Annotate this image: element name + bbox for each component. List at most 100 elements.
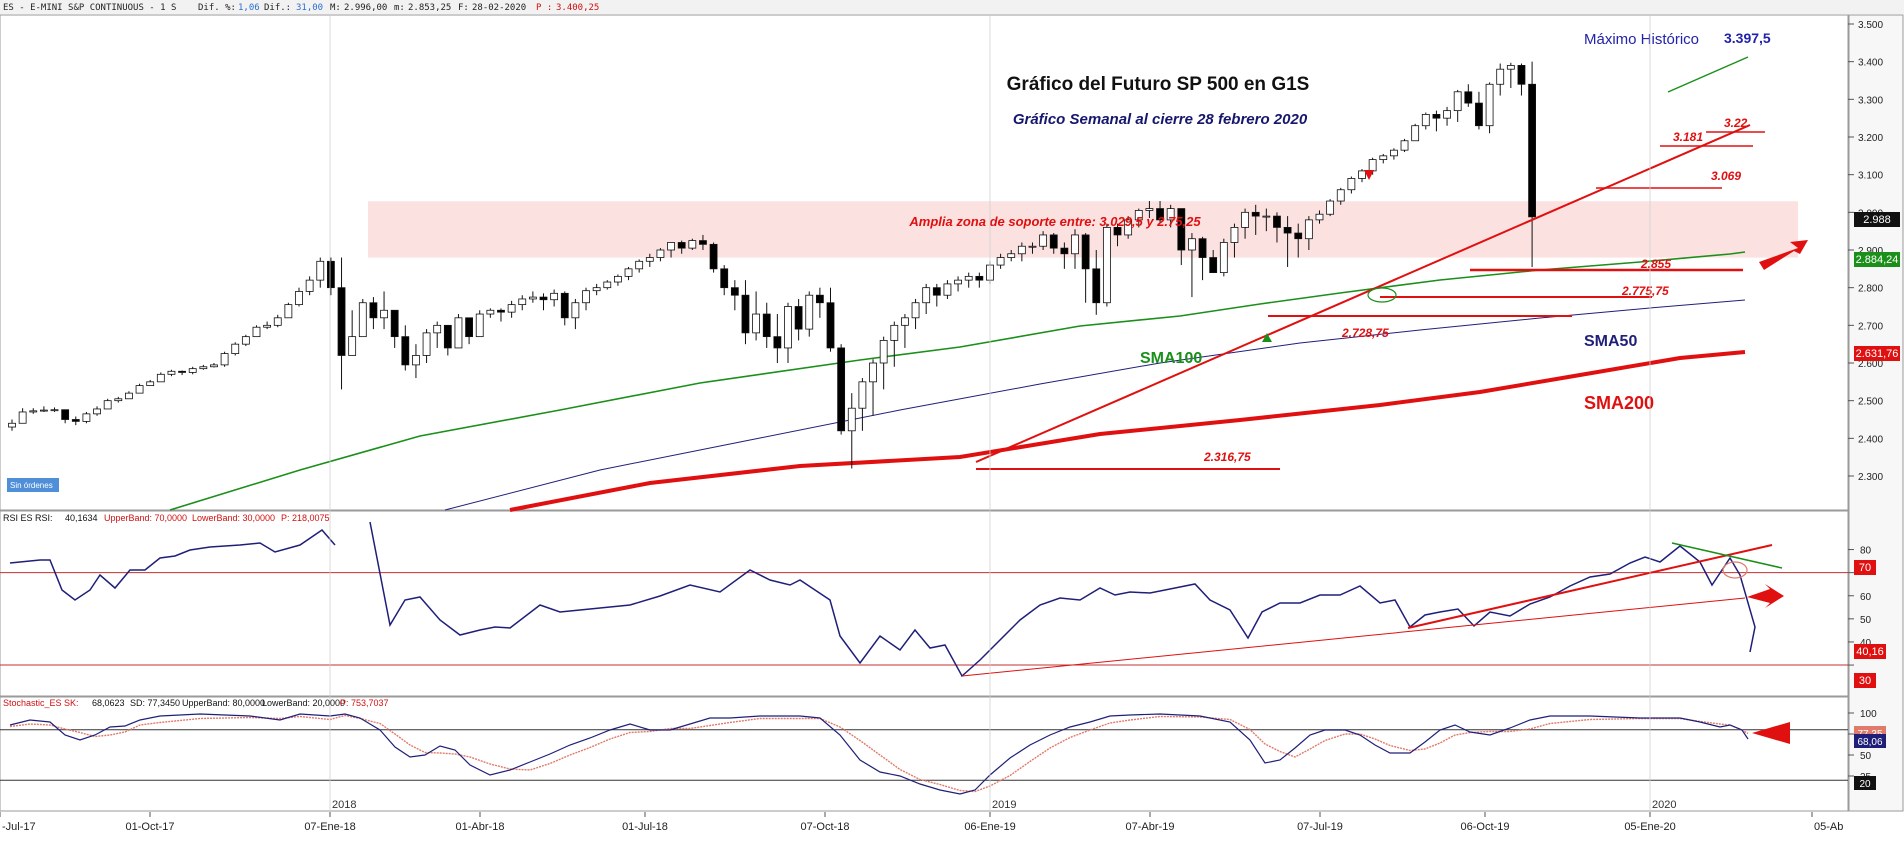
stoch-sk: 68,0623: [92, 698, 125, 708]
candle-body: [178, 370, 186, 373]
sin-ordenes-badge[interactable]: [7, 478, 59, 492]
candle-body: [210, 364, 218, 368]
candle-body: [465, 317, 473, 338]
candle-body: [71, 419, 80, 422]
candle-body: [18, 411, 27, 424]
badge-last-price-text: 2.988: [1863, 214, 1891, 226]
price-y-tick-label: 2.300: [1858, 472, 1883, 483]
x-tick-label: 05-Ab: [1814, 821, 1843, 833]
candle-body: [507, 304, 516, 313]
candle-body: [401, 336, 410, 366]
candle-body: [1230, 227, 1239, 243]
candle-body: [1517, 65, 1526, 85]
stoch-lower: LowerBand: 20,0000: [262, 698, 345, 708]
candle-body: [614, 275, 622, 283]
candle-body: [295, 291, 303, 306]
candle-body: [316, 260, 325, 281]
rsi-y-tick-label: 80: [1860, 546, 1872, 557]
rsi-line-left: [9, 529, 336, 601]
candle-body: [869, 362, 877, 383]
candle-body: [1166, 208, 1175, 221]
rsi-trend-green: [1671, 542, 1783, 569]
candle-body: [1156, 208, 1164, 221]
candle-body: [284, 304, 293, 319]
candle-body: [273, 317, 282, 326]
candle-body: [954, 279, 962, 285]
candle-body: [550, 292, 559, 301]
level-label-3220: 3.22: [1724, 116, 1748, 130]
candle-body: [135, 385, 144, 394]
candle-body: [996, 257, 1005, 266]
header-max: 2.996,00: [344, 3, 387, 13]
candle-body: [1506, 65, 1515, 70]
header-symbol: ES - E-MINI S&P CONTINUOUS - 1 S: [3, 3, 176, 13]
candle-body: [1336, 189, 1345, 202]
rsi-y-tick-label: 50: [1860, 615, 1872, 626]
header-date-label: F:: [458, 3, 469, 13]
candle-body: [1347, 178, 1356, 191]
x-tick-label: 01-Oct-17: [126, 821, 175, 833]
sma200-label: SMA200: [1584, 393, 1654, 413]
candle-body: [699, 240, 707, 245]
header-max-label: M:: [330, 3, 341, 13]
candle-body: [560, 292, 569, 319]
candle-body: [592, 287, 601, 292]
candle-body: [1039, 234, 1048, 247]
candle-body: [125, 392, 133, 400]
candle-body: [901, 317, 909, 326]
stoch-badge-sk-text: 68,06: [1857, 737, 1882, 748]
candle-body: [422, 332, 431, 356]
x-year-label: 2019: [992, 799, 1016, 811]
candle-body: [1368, 159, 1377, 172]
candle-body: [656, 249, 665, 258]
x-tick-label: -Jul-17: [2, 821, 36, 833]
rsi-y-tick-label: 60: [1860, 592, 1872, 603]
price-y-tick-label: 3.100: [1858, 171, 1883, 182]
rsi-badge-upper-text: 70: [1859, 562, 1871, 574]
header-bar: [0, 0, 1904, 14]
header-dif: 31,00: [296, 3, 323, 13]
max-hist-value: 3.397,5: [1724, 30, 1771, 46]
price-y-tick-label: 3.500: [1858, 20, 1883, 31]
candle-body: [762, 313, 771, 338]
candle-body: [486, 309, 495, 315]
x-axis: -Jul-17 01-Oct-17 2018 07-Ene-18 01-Abr-18 01…: [0, 15, 1843, 833]
level-label-2316: 2.316,75: [1203, 450, 1251, 464]
candle-body: [1443, 110, 1451, 119]
candle-body: [624, 268, 633, 277]
level-label-2855: 2.855: [1640, 257, 1671, 271]
candle-body: [1358, 170, 1366, 179]
candle-body: [858, 381, 867, 409]
rsi-arrow: [1747, 584, 1784, 608]
candle-body: [784, 306, 792, 349]
candle-body: [1432, 114, 1441, 119]
candle-body: [61, 409, 70, 420]
rsi-lower: LowerBand: 30,0000: [192, 513, 275, 523]
candle-body: [1092, 268, 1101, 304]
candle-body: [1134, 210, 1143, 221]
candle-body: [433, 324, 442, 334]
candle-body: [911, 302, 920, 319]
candle-body: [667, 242, 675, 251]
candle-body: [1017, 245, 1026, 255]
candle-body: [1124, 219, 1133, 236]
stoch-sd: SD: 77,3450: [130, 698, 180, 708]
down-arrow-marker: [1364, 170, 1374, 180]
candle-body: [305, 279, 314, 292]
x-tick-label: 01-Abr-18: [456, 821, 505, 833]
stoch-arrow: [1752, 722, 1790, 744]
candle-body: [29, 410, 38, 413]
candle-body: [1262, 215, 1271, 218]
candle-body: [390, 309, 399, 338]
x-year-label: 2018: [332, 799, 356, 811]
candle-body: [231, 343, 240, 354]
candle-body: [1485, 83, 1494, 127]
candle-body: [730, 287, 739, 296]
stoch-badge-sk: [1854, 734, 1886, 748]
header-min: 2.853,25: [408, 3, 451, 13]
rsi-circle: [1722, 561, 1748, 579]
big-arrow-price: [1759, 240, 1808, 270]
candle-body: [82, 413, 91, 422]
candle-body: [1241, 211, 1249, 228]
